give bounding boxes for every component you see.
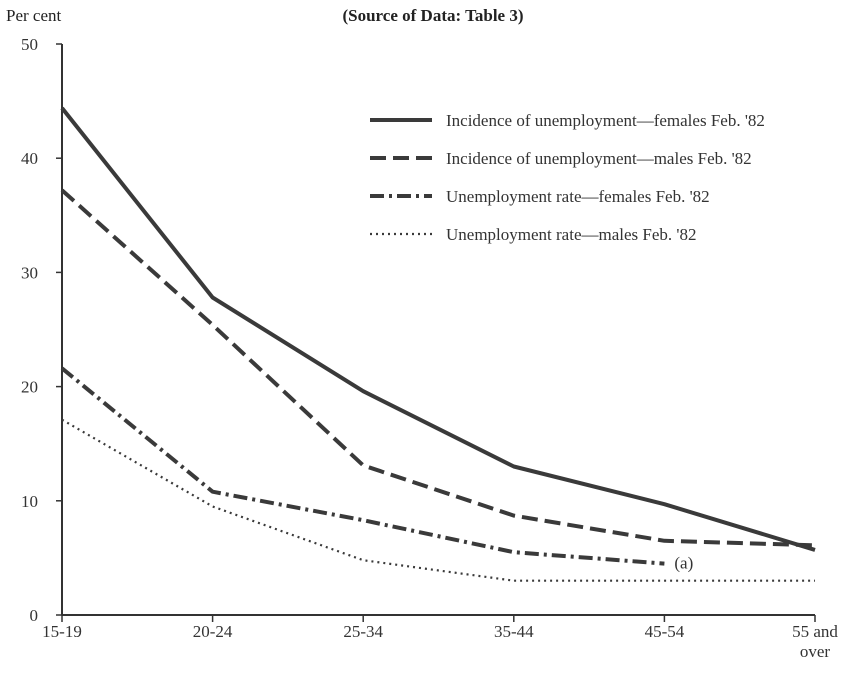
x-tick-label: 15-19 [42, 622, 82, 641]
y-tick-label: 20 [21, 378, 38, 397]
chart-subtitle: (Source of Data: Table 3) [342, 6, 524, 25]
annotations: (a) [674, 554, 693, 573]
legend-entry: Unemployment rate—females Feb. '82 [446, 187, 710, 206]
x-tick-label: 20-24 [193, 622, 233, 641]
legend: Incidence of unemployment—females Feb. '… [370, 111, 765, 244]
x-tick-label: 45-54 [645, 622, 685, 641]
y-axis-ticks: 0 10 20 30 40 50 [21, 35, 62, 625]
y-tick-label: 10 [21, 492, 38, 511]
series-line-1 [60, 106, 816, 552]
axes [61, 44, 815, 616]
annotation-label: (a) [674, 554, 693, 573]
series-line-3 [60, 366, 665, 566]
legend-entry: Incidence of unemployment—males Feb. '82 [446, 149, 752, 168]
x-tick-label: 25-34 [343, 622, 383, 641]
legend-entry: Incidence of unemployment—females Feb. '… [446, 111, 765, 130]
y-tick-label: 50 [21, 35, 38, 54]
legend-entry: Unemployment rate—males Feb. '82 [446, 225, 696, 244]
y-tick-label: 30 [21, 263, 38, 282]
series-line-2 [60, 188, 816, 548]
y-tick-label: 40 [21, 149, 38, 168]
series-line-4 [61, 418, 815, 582]
y-tick-label: 0 [30, 606, 39, 625]
series-lines [60, 106, 816, 582]
y-axis-label: Per cent [6, 6, 62, 25]
x-tick-label: 35-44 [494, 622, 534, 641]
x-tick-label: 55 and [792, 622, 838, 641]
x-tick-label: over [800, 642, 831, 661]
